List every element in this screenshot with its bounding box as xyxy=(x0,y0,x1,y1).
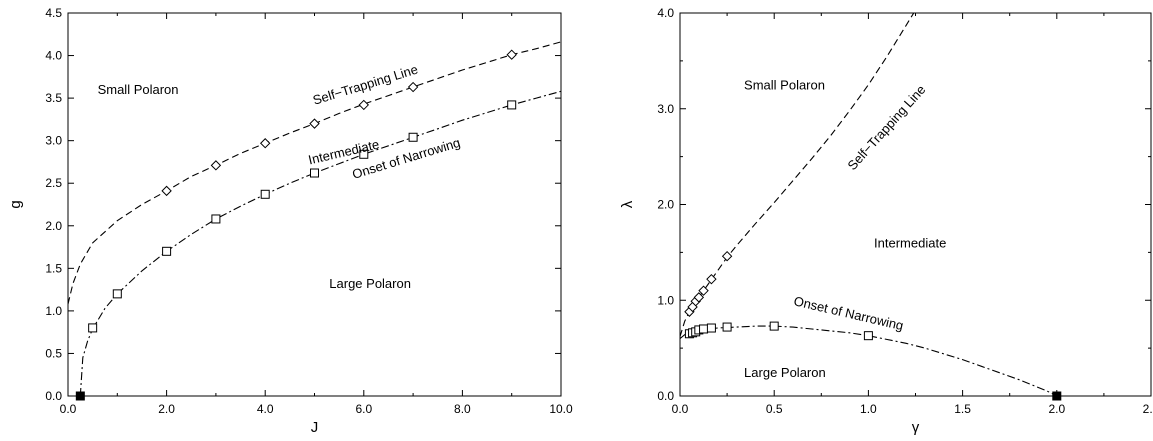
data-point-diamond xyxy=(259,138,271,149)
region-label: Small Polaron xyxy=(98,82,179,97)
y-tick-label: 0.0 xyxy=(657,389,674,403)
y-tick-label: 0.5 xyxy=(45,346,62,360)
x-tick-label: 0.0 xyxy=(60,402,77,416)
y-tick-label: 4.0 xyxy=(45,49,62,63)
x-tick-label: 1.0 xyxy=(860,402,877,416)
chart-1: 0.0 2.0 4.0 6.0 8.0 10.0 0.0 0.5 1.0 1.5 2.0 2.5 3.0… xyxy=(7,6,573,436)
x-tick-label: 0.5 xyxy=(766,402,783,416)
x-tick-label: 2.5 xyxy=(1143,402,1153,416)
data-point-square xyxy=(507,100,517,110)
x-tick-label: 2.0 xyxy=(1048,402,1065,416)
data-point-diamond xyxy=(721,250,733,262)
region-label: Self−Trapping Line xyxy=(311,62,420,108)
x-tick-label: 4.0 xyxy=(257,402,274,416)
data-point-diamond xyxy=(698,285,709,296)
data-point-diamond xyxy=(309,118,320,129)
y-tick-label: 0.0 xyxy=(45,389,62,403)
x-tick-label: 10.0 xyxy=(549,402,573,416)
region-label: Self−Trapping Line xyxy=(844,82,928,173)
y-tick-label: 2.0 xyxy=(657,198,674,212)
series-line-self-trapping-line xyxy=(68,41,561,305)
x-tick-label: 2.0 xyxy=(158,402,175,416)
data-point-diamond xyxy=(161,185,172,197)
data-point-square xyxy=(211,214,221,224)
data-point-diamond xyxy=(407,81,419,93)
data-point-square xyxy=(310,168,319,178)
data-point-square xyxy=(260,189,270,199)
x-tick-label: 8.0 xyxy=(454,402,471,416)
y-tick-label: 4.0 xyxy=(657,6,674,20)
x-tick-label: 6.0 xyxy=(355,402,372,416)
y-axis-label: λ xyxy=(619,200,636,208)
y-tick-label: 2.5 xyxy=(45,176,62,190)
x-tick-label: 0.0 xyxy=(672,402,689,416)
data-point-square xyxy=(863,331,873,341)
data-point-square xyxy=(699,324,709,334)
data-point-diamond xyxy=(358,99,370,111)
data-point-diamond xyxy=(210,160,222,171)
y-tick-label: 1.5 xyxy=(45,261,62,275)
data-point-square xyxy=(359,149,369,159)
data-point-square xyxy=(88,323,98,333)
chart-2: 0.0 0.5 1.0 1.5 2.0 2.5 0.0 1.0 2.0 3.0 4.0 γ λ Small… xyxy=(619,6,1153,436)
region-label: Small Polaron xyxy=(744,78,825,93)
data-point-square xyxy=(769,321,779,331)
region-label: Large Polaron xyxy=(329,276,411,291)
data-point-square xyxy=(162,246,172,256)
y-tick-label: 3.0 xyxy=(657,102,674,116)
y-tick-label: 2.0 xyxy=(45,219,62,233)
critical-point-marker xyxy=(1052,391,1062,401)
y-tick-label: 4.5 xyxy=(45,6,62,20)
critical-point-marker xyxy=(75,391,85,401)
y-tick-label: 3.5 xyxy=(45,91,62,105)
data-point-diamond xyxy=(706,273,717,285)
y-tick-label: 1.0 xyxy=(45,304,62,318)
region-label: Intermediate xyxy=(874,236,946,251)
y-axis-label: g xyxy=(7,200,24,208)
x-axis-label: γ xyxy=(912,419,920,436)
data-point-square xyxy=(706,323,716,333)
series-line-self-trapping-line xyxy=(680,13,915,337)
y-tick-label: 1.0 xyxy=(657,293,674,307)
region-label: Large Polaron xyxy=(744,365,826,380)
data-point-square xyxy=(722,322,732,332)
x-axis-label: J xyxy=(311,419,319,436)
data-point-square xyxy=(112,289,122,299)
plot-frame xyxy=(67,12,562,397)
x-tick-label: 1.5 xyxy=(954,402,971,416)
series-line-onset-of-narrowing xyxy=(680,325,1058,396)
series-line-onset-of-narrowing xyxy=(79,90,561,396)
data-point-square xyxy=(408,132,418,142)
region-label: Onset of Narrowing xyxy=(792,293,905,333)
y-tick-label: 3.0 xyxy=(45,134,62,148)
plot-frame xyxy=(679,12,1152,397)
data-point-diamond xyxy=(506,49,517,60)
data-point-diamond xyxy=(693,292,705,303)
